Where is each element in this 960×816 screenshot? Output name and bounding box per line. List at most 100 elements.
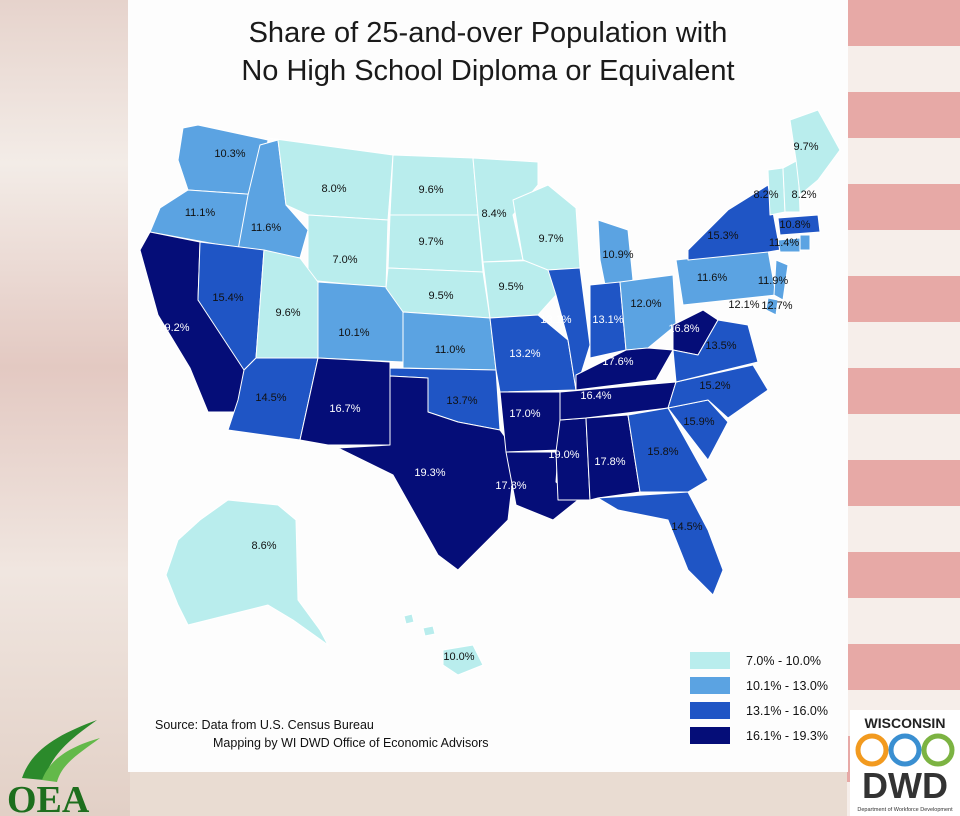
label-ME: 9.7% — [793, 141, 818, 153]
dwd-logo-top-text: WISCONSIN — [865, 715, 946, 731]
label-DE: 12.7% — [761, 300, 792, 312]
oea-logo-text: OEA — [7, 779, 90, 816]
label-WI: 9.7% — [538, 233, 563, 245]
label-VT: 8.2% — [753, 189, 778, 201]
title-line-1: Share of 25-and-over Population with — [248, 17, 728, 49]
state-NH — [782, 159, 801, 213]
label-NC: 15.2% — [699, 380, 730, 392]
legend-swatch — [690, 677, 730, 694]
label-ND: 9.6% — [418, 184, 443, 196]
legend-item: 13.1% - 16.0% — [690, 698, 828, 723]
legend-label: 7.0% - 10.0% — [746, 653, 822, 668]
legend-label: 16.1% - 19.3% — [746, 728, 828, 743]
label-CA: 19.2% — [158, 322, 189, 334]
state-CT — [777, 237, 801, 253]
us-choropleth-map: 10.3% 11.1% 19.2% 11.6% 15.4% 8.0% 7.0% … — [139, 109, 841, 676]
state-NM — [299, 357, 391, 446]
state-NJ — [773, 259, 789, 301]
state-TX — [337, 375, 517, 571]
label-IA: 9.5% — [498, 281, 523, 293]
legend-item: 7.0% - 10.0% — [690, 648, 828, 673]
legend-swatch — [690, 702, 730, 719]
dwd-logo-sub-text: Department of Workforce Development — [857, 807, 953, 813]
state-TN — [559, 381, 677, 421]
label-OK: 13.7% — [446, 395, 477, 407]
state-HI-3 — [442, 644, 484, 676]
label-FL: 14.5% — [671, 521, 702, 533]
label-TX: 19.3% — [414, 467, 445, 479]
source-note: Source: Data from U.S. Census Bureau Map… — [155, 716, 489, 752]
label-GA: 15.8% — [647, 446, 678, 458]
label-AL: 17.8% — [594, 456, 625, 468]
state-FL — [597, 491, 724, 596]
title-line-2: No High School Diploma or Equivalent — [241, 55, 735, 87]
label-CO: 10.1% — [338, 327, 369, 339]
state-AL — [585, 414, 641, 501]
label-AK: 8.6% — [251, 540, 276, 552]
label-NY: 15.3% — [707, 230, 738, 242]
label-NV: 15.4% — [212, 292, 243, 304]
label-WA: 10.3% — [214, 148, 245, 160]
oea-logo: OEA — [7, 720, 100, 816]
label-KS: 11.0% — [435, 344, 466, 356]
state-HI-1 — [403, 613, 415, 625]
label-WY: 7.0% — [332, 254, 357, 266]
label-IL: 13.1% — [540, 314, 571, 326]
legend-label: 13.1% - 16.0% — [746, 703, 828, 718]
map-legend: 7.0% - 10.0% 10.1% - 13.0% 13.1% - 16.0%… — [690, 648, 828, 748]
label-NJ: 12.1% — [728, 299, 759, 311]
state-OH — [619, 274, 677, 351]
label-MI: 10.9% — [602, 249, 633, 261]
label-AR: 17.0% — [509, 408, 540, 420]
label-LA: 17.8% — [495, 480, 526, 492]
state-MA — [777, 214, 821, 236]
legend-label: 10.1% - 13.0% — [746, 678, 828, 693]
label-MT: 8.0% — [321, 183, 346, 195]
state-RI — [799, 234, 811, 251]
state-WY — [307, 214, 389, 289]
state-DE — [765, 297, 779, 316]
wisconsin-dwd-logo: WISCONSIN DWD Department of Workforce De… — [850, 710, 960, 816]
legend-item: 16.1% - 19.3% — [690, 723, 828, 748]
label-SD: 9.7% — [418, 236, 443, 248]
label-MA: 10.8% — [779, 219, 810, 231]
label-CT: 11.9% — [758, 275, 789, 287]
dwd-logo-main-text: DWD — [862, 765, 948, 806]
label-KY: 17.6% — [602, 356, 633, 368]
label-OR: 11.1% — [185, 207, 216, 219]
label-OH: 12.0% — [630, 298, 661, 310]
label-NE: 9.5% — [428, 290, 453, 302]
label-AZ: 14.5% — [255, 392, 286, 404]
map-title: Share of 25-and-over Population with No … — [128, 14, 848, 90]
label-SC: 15.9% — [683, 416, 714, 428]
background-right-flag-stripes — [847, 0, 960, 816]
label-MN: 8.4% — [481, 208, 506, 220]
state-AK — [165, 499, 329, 646]
legend-item: 10.1% - 13.0% — [690, 673, 828, 698]
label-WV: 16.8% — [668, 323, 699, 335]
state-VA — [672, 319, 759, 383]
label-MO: 13.2% — [509, 348, 540, 360]
state-MN — [472, 157, 539, 263]
legend-swatch — [690, 727, 730, 744]
label-UT: 9.6% — [275, 307, 300, 319]
source-line-1: Source: Data from U.S. Census Bureau — [155, 718, 374, 732]
state-HI-2 — [422, 625, 436, 637]
label-MS: 19.0% — [548, 449, 579, 461]
label-PA: 11.6% — [697, 272, 728, 284]
source-line-2: Mapping by WI DWD Office of Economic Adv… — [213, 736, 489, 750]
background-left-decoration — [0, 0, 130, 816]
label-IN: 13.1% — [592, 314, 623, 326]
label-VA: 13.5% — [705, 340, 736, 352]
legend-swatch — [690, 652, 730, 669]
state-GA — [627, 407, 709, 493]
label-ID: 11.6% — [251, 222, 282, 234]
label-NM: 16.7% — [329, 403, 360, 415]
state-ME — [789, 109, 841, 196]
state-KS — [402, 311, 497, 371]
label-TN: 16.4% — [580, 390, 611, 402]
label-RI: 11.4% — [769, 237, 800, 249]
label-NH: 8.2% — [791, 189, 816, 201]
label-HI: 10.0% — [443, 651, 474, 663]
